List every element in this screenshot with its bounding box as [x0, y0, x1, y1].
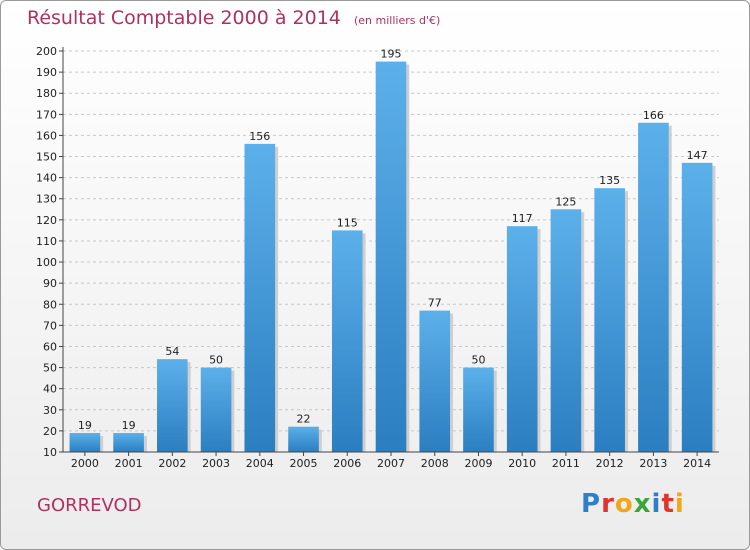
bar: [331, 230, 363, 452]
y-tick-label: 190: [36, 66, 57, 79]
y-tick-label: 200: [36, 45, 57, 58]
y-tick-label: 90: [43, 277, 57, 290]
y-tick-label: 50: [43, 362, 57, 375]
bar: [506, 226, 538, 452]
x-tick-label: 2013: [639, 457, 667, 470]
bars: 19 19 54 50 156 22 115 195 77 50 117 125 135 166 147: [69, 48, 716, 453]
y-tick-label: 30: [43, 404, 57, 417]
y-tick-label: 140: [36, 172, 57, 185]
bar: [638, 122, 669, 452]
bar-value-label: 166: [643, 109, 664, 122]
x-tick-label: 2010: [508, 457, 536, 470]
logo-letter: o: [614, 489, 634, 519]
bar: [375, 61, 407, 452]
axes: 10 20 30 40 50 60 70 80 90 100 110 120 130 140 150 160 1…: [36, 45, 719, 470]
logo-letter: t: [661, 489, 675, 519]
y-tick-label: 100: [36, 256, 57, 269]
chart-title-main: Résultat Comptable 2000 à 2014: [27, 7, 341, 29]
logo-letter: x: [633, 489, 652, 519]
y-tick-label: 150: [36, 151, 57, 164]
bar-value-label: 50: [471, 354, 485, 367]
bar: [113, 433, 144, 452]
y-tick-label: 170: [36, 108, 57, 121]
bar-value-label: 77: [428, 297, 442, 310]
bar-value-label: 22: [297, 413, 311, 426]
bar-value-label: 135: [599, 174, 620, 187]
x-tick-label: 2003: [202, 457, 230, 470]
bar: [550, 209, 582, 452]
y-tick-label: 80: [43, 298, 57, 311]
bar-value-label: 115: [337, 216, 358, 229]
bar-value-label: 117: [512, 212, 533, 225]
logo-letter: r: [601, 489, 615, 519]
y-tick-label: 180: [36, 87, 57, 100]
x-tick-label: 2001: [115, 457, 143, 470]
y-tick-label: 120: [36, 214, 57, 227]
bar: [288, 426, 319, 452]
y-tick-label: 130: [36, 193, 57, 206]
y-tick-label: 20: [43, 425, 57, 438]
bar: [594, 188, 625, 452]
x-tick-label: 2004: [246, 457, 274, 470]
chart-title: Résultat Comptable 2000 à 2014 (en milli…: [27, 7, 440, 29]
bar-value-label: 50: [209, 354, 223, 367]
logo-letter: i: [674, 489, 685, 519]
bar: [69, 433, 101, 452]
y-tick-label: 160: [36, 129, 57, 142]
x-tick-label: 2014: [683, 457, 711, 470]
bar-value-label: 147: [687, 149, 708, 162]
bar: [681, 162, 713, 452]
proxiti-logo: Proxiti: [581, 489, 685, 519]
bar-value-label: 156: [249, 130, 270, 143]
bar: [463, 367, 494, 452]
x-tick-label: 2012: [596, 457, 624, 470]
y-tick-label: 40: [43, 383, 57, 396]
x-tick-label: 2009: [464, 457, 492, 470]
x-tick-label: 2011: [552, 457, 580, 470]
logo-letter: i: [651, 489, 662, 519]
bar: [244, 143, 276, 452]
x-tick-label: 2000: [71, 457, 99, 470]
x-tick-label: 2005: [290, 457, 318, 470]
x-tick-label: 2007: [377, 457, 405, 470]
y-tick-label: 110: [36, 235, 57, 248]
bar-value-label: 19: [122, 419, 136, 432]
bar: [200, 367, 232, 452]
commune-name: GORREVOD: [37, 495, 142, 516]
x-tick-label: 2008: [421, 457, 449, 470]
chart-unit-note: (en milliers d'€): [353, 14, 441, 27]
logo-letter: P: [581, 489, 602, 519]
bar: [419, 310, 451, 452]
bar-value-label: 54: [165, 345, 179, 358]
bar-value-label: 19: [78, 419, 92, 432]
bar-value-label: 195: [381, 48, 402, 61]
x-tick-label: 2006: [333, 457, 361, 470]
y-tick-label: 60: [43, 340, 57, 353]
bar: [157, 359, 188, 452]
y-tick-label: 10: [43, 446, 57, 459]
y-tick-label: 70: [43, 319, 57, 332]
x-tick-label: 2002: [158, 457, 186, 470]
bar-value-label: 125: [555, 195, 576, 208]
